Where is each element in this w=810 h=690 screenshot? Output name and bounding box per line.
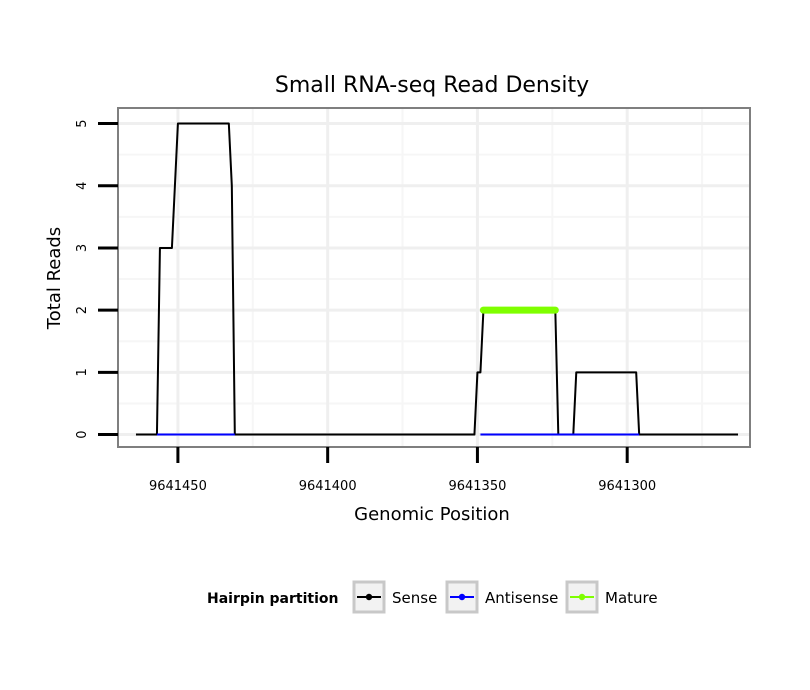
legend-label-sense: Sense [392,589,437,607]
legend-title: Hairpin partition [207,591,338,607]
series-sense [135,122,739,436]
legend-key-point-antisense [458,593,466,601]
legend-key-point-sense [365,593,373,601]
x-axis-label: Genomic Position [354,504,510,525]
panel-border [117,107,751,448]
grid [118,108,750,447]
legend-label-mature: Mature [605,589,658,607]
legend-label-antisense: Antisense [485,589,558,607]
series-layer [135,122,739,436]
y-tick-label: 5 [75,119,90,127]
legend: Hairpin partition Sense Antisense Mature [207,580,658,614]
y-tick-label: 3 [75,244,90,252]
y-axis-label: Total Reads [44,227,65,330]
series-line-sense [135,122,739,436]
x-tick-label: 9641300 [598,479,656,494]
x-tick-label: 9641400 [299,479,357,494]
axis-ticks: 9641450 9641400 9641350 9641300 0 1 2 3 4 5 [75,119,656,494]
panel-background [118,108,750,447]
y-tick-label: 0 [75,430,90,438]
y-tick-label: 2 [75,306,90,314]
legend-key-point-mature [578,593,586,601]
x-tick-label: 9641350 [448,479,506,494]
x-tick-label: 9641450 [149,479,207,494]
legend-entry-sense: Sense [352,580,437,614]
y-tick-label: 4 [75,182,90,190]
legend-entry-mature: Mature [565,580,658,614]
legend-entry-antisense: Antisense [445,580,558,614]
y-tick-label: 1 [75,368,90,376]
chart-title: Small RNA-seq Read Density [275,73,589,98]
